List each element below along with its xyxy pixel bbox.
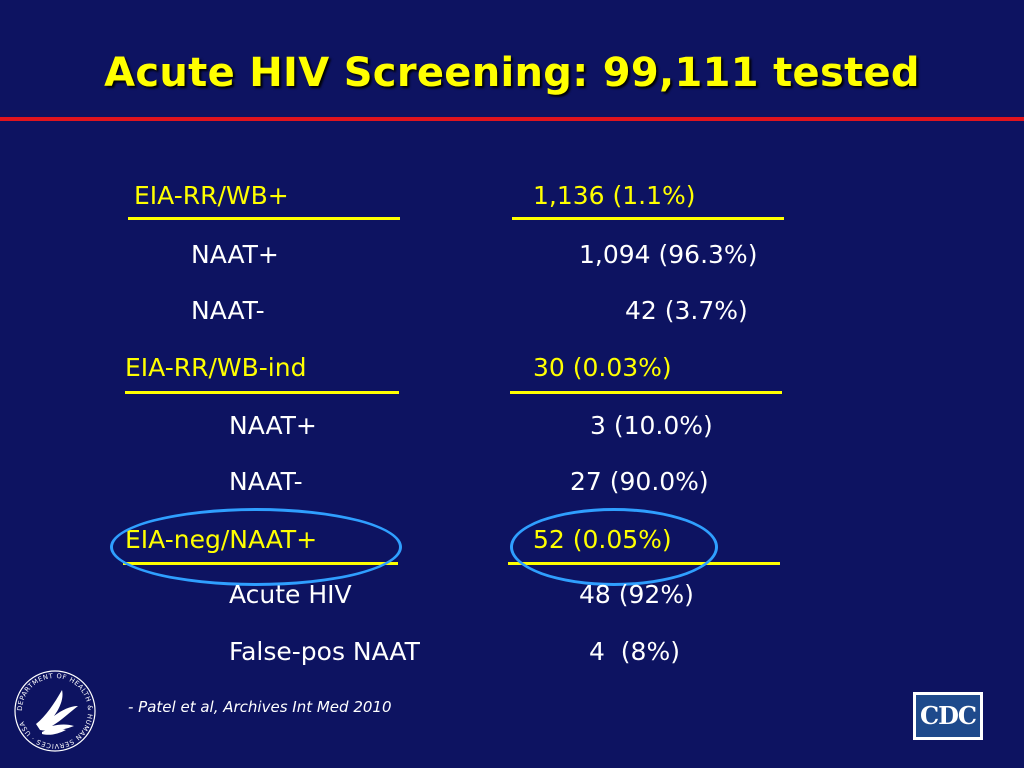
- citation: - Patel et al, Archives Int Med 2010: [128, 698, 392, 716]
- row-label-acute-hiv: Acute HIV: [229, 580, 352, 609]
- slide-title: Acute HIV Screening: 99,111 tested: [104, 50, 920, 96]
- row-label-naat-neg: NAAT-: [229, 467, 303, 496]
- row-value-underline: [512, 217, 784, 220]
- row-value-false-pos-naat: 4 (8%): [589, 637, 680, 666]
- row-value-naat-pos: 3 (10.0%): [590, 411, 713, 440]
- row-label-naat-neg: NAAT-: [191, 296, 265, 325]
- row-label-naat-pos: NAAT+: [191, 240, 279, 269]
- row-value-eia-rr-wb-pos: 1,136 (1.1%): [533, 181, 696, 210]
- row-value-naat-pos: 1,094 (96.3%): [579, 240, 758, 269]
- title-divider: [0, 117, 1024, 121]
- highlight-circle-value: [510, 508, 718, 586]
- cdc-logo-text: CDC: [916, 695, 980, 737]
- row-value-acute-hiv: 48 (92%): [579, 580, 694, 609]
- row-label-eia-rr-wb-pos: EIA-RR/WB+: [134, 181, 289, 210]
- cdc-logo-icon: CDC: [913, 692, 983, 740]
- hhs-seal-graphic: DEPARTMENT OF HEALTH & HUMAN SERVICES · …: [14, 670, 96, 752]
- row-label-eia-rr-wb-ind: EIA-RR/WB-ind: [125, 353, 307, 382]
- row-label-underline: [125, 391, 399, 394]
- hhs-seal-icon: DEPARTMENT OF HEALTH & HUMAN SERVICES · …: [12, 668, 98, 754]
- row-value-naat-neg: 42 (3.7%): [625, 296, 748, 325]
- row-label-underline: [128, 217, 400, 220]
- highlight-circle-label: [110, 508, 402, 586]
- row-label-false-pos-naat: False-pos NAAT: [229, 637, 420, 666]
- row-label-naat-pos: NAAT+: [229, 411, 317, 440]
- row-value-eia-rr-wb-ind: 30 (0.03%): [533, 353, 672, 382]
- row-value-naat-neg: 27 (90.0%): [570, 467, 709, 496]
- row-value-underline: [510, 391, 782, 394]
